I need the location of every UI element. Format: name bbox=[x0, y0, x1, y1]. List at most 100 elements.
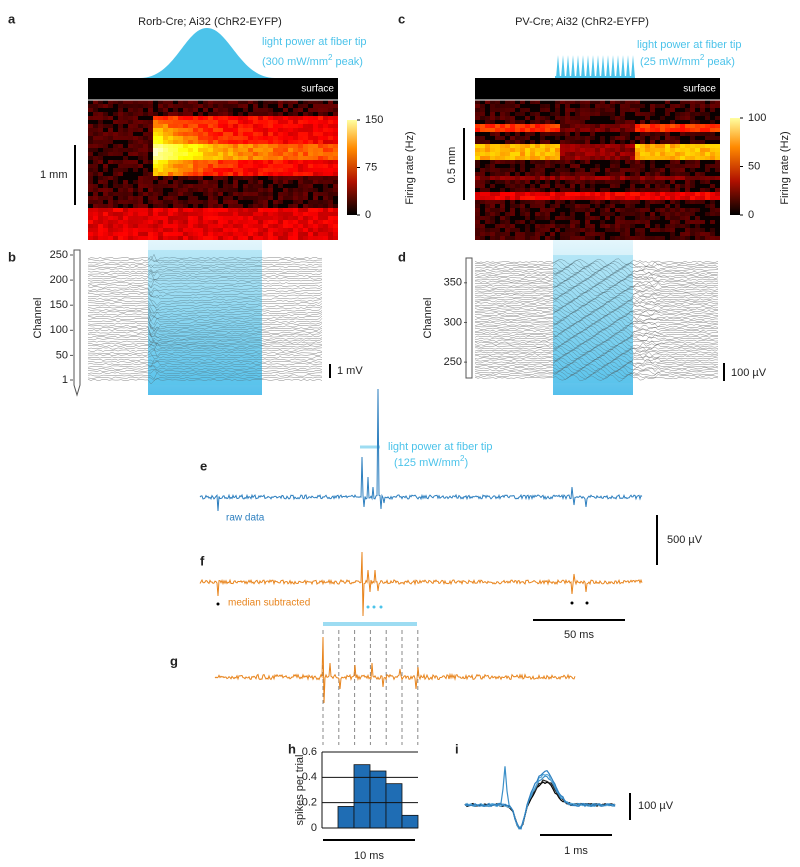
heat-cell bbox=[565, 196, 570, 200]
heat-cell bbox=[273, 200, 278, 204]
heat-cell bbox=[218, 224, 223, 228]
heat-cell bbox=[158, 132, 163, 136]
heat-cell bbox=[178, 172, 183, 176]
heat-cell bbox=[705, 132, 710, 136]
heat-cell bbox=[198, 148, 203, 152]
heat-cell bbox=[600, 100, 605, 104]
heat-cell bbox=[298, 144, 303, 148]
heat-cell bbox=[715, 164, 720, 168]
heat-cell bbox=[650, 236, 655, 240]
heat-cell bbox=[645, 224, 650, 228]
heat-cell bbox=[535, 168, 540, 172]
heat-cell bbox=[168, 148, 173, 152]
heat-cell bbox=[545, 116, 550, 120]
heat-cell bbox=[545, 192, 550, 196]
heat-cell bbox=[323, 200, 328, 204]
heat-cell bbox=[318, 228, 323, 232]
heat-cell bbox=[173, 236, 178, 240]
heat-cell bbox=[113, 100, 118, 104]
heat-cell bbox=[620, 132, 625, 136]
heat-cell bbox=[710, 196, 715, 200]
heat-cell bbox=[188, 132, 193, 136]
heat-cell bbox=[228, 120, 233, 124]
heat-cell bbox=[268, 216, 273, 220]
heat-cell bbox=[253, 200, 258, 204]
heat-cell bbox=[153, 128, 158, 132]
heat-cell bbox=[118, 172, 123, 176]
heat-cell bbox=[123, 168, 128, 172]
heat-cell bbox=[475, 216, 480, 220]
heat-cell bbox=[625, 168, 630, 172]
heat-cell bbox=[223, 228, 228, 232]
heat-cell bbox=[580, 156, 585, 160]
trace-line bbox=[87, 331, 323, 339]
heat-cell bbox=[293, 220, 298, 224]
heat-cell bbox=[128, 236, 133, 240]
heat-cell bbox=[505, 232, 510, 236]
heat-cell bbox=[313, 208, 318, 212]
heat-cell bbox=[198, 128, 203, 132]
heat-cell bbox=[535, 224, 540, 228]
heat-cell bbox=[173, 188, 178, 192]
light-label: light power at fiber tip bbox=[262, 36, 367, 48]
heat-cell bbox=[138, 208, 143, 212]
heat-cell bbox=[540, 172, 545, 176]
heat-cell bbox=[303, 152, 308, 156]
heat-cell bbox=[138, 128, 143, 132]
heat-cell bbox=[168, 152, 173, 156]
heat-cell bbox=[228, 204, 233, 208]
heat-cell bbox=[278, 164, 283, 168]
heat-cell bbox=[620, 192, 625, 196]
heat-cell bbox=[98, 128, 103, 132]
heat-cell bbox=[273, 148, 278, 152]
heat-cell bbox=[595, 108, 600, 112]
heat-cell bbox=[283, 220, 288, 224]
heat-cell bbox=[565, 148, 570, 152]
heat-cell bbox=[278, 112, 283, 116]
heat-cell bbox=[645, 204, 650, 208]
heat-cell bbox=[138, 148, 143, 152]
heat-cell bbox=[123, 184, 128, 188]
heat-cell bbox=[700, 180, 705, 184]
heat-cell bbox=[565, 204, 570, 208]
heat-cell bbox=[208, 204, 213, 208]
heat-cell bbox=[685, 144, 690, 148]
heat-cell bbox=[88, 144, 93, 148]
heat-cell bbox=[525, 180, 530, 184]
heat-cell bbox=[273, 204, 278, 208]
heat-cell bbox=[328, 196, 333, 200]
heat-cell bbox=[485, 228, 490, 232]
heat-cell bbox=[600, 128, 605, 132]
trace-path bbox=[214, 636, 576, 704]
heat-cell bbox=[138, 108, 143, 112]
trace bbox=[199, 388, 643, 512]
heat-cell bbox=[303, 232, 308, 236]
heat-cell bbox=[560, 164, 565, 168]
heat-cell bbox=[655, 236, 660, 240]
heat-cell bbox=[540, 140, 545, 144]
heat-cell bbox=[500, 160, 505, 164]
heat-cell bbox=[218, 160, 223, 164]
heat-cell bbox=[238, 236, 243, 240]
heat-cell bbox=[203, 204, 208, 208]
heat-cell bbox=[328, 104, 333, 108]
heat-cell bbox=[495, 196, 500, 200]
heat-cell bbox=[510, 208, 515, 212]
heat-cell bbox=[263, 104, 268, 108]
heat-cell bbox=[705, 156, 710, 160]
trace-line bbox=[474, 339, 719, 347]
trace-line bbox=[474, 323, 719, 331]
heat-cell bbox=[153, 188, 158, 192]
heat-cell bbox=[610, 196, 615, 200]
heat-cell bbox=[705, 204, 710, 208]
heat-cell bbox=[560, 200, 565, 204]
heat-cell bbox=[243, 136, 248, 140]
heat-cell bbox=[218, 172, 223, 176]
heat-cell bbox=[258, 216, 263, 220]
heat-cell bbox=[555, 136, 560, 140]
heat-cell bbox=[293, 212, 298, 216]
heat-cell bbox=[525, 144, 530, 148]
heat-cell bbox=[198, 152, 203, 156]
heat-cell bbox=[218, 220, 223, 224]
heat-cell bbox=[520, 140, 525, 144]
